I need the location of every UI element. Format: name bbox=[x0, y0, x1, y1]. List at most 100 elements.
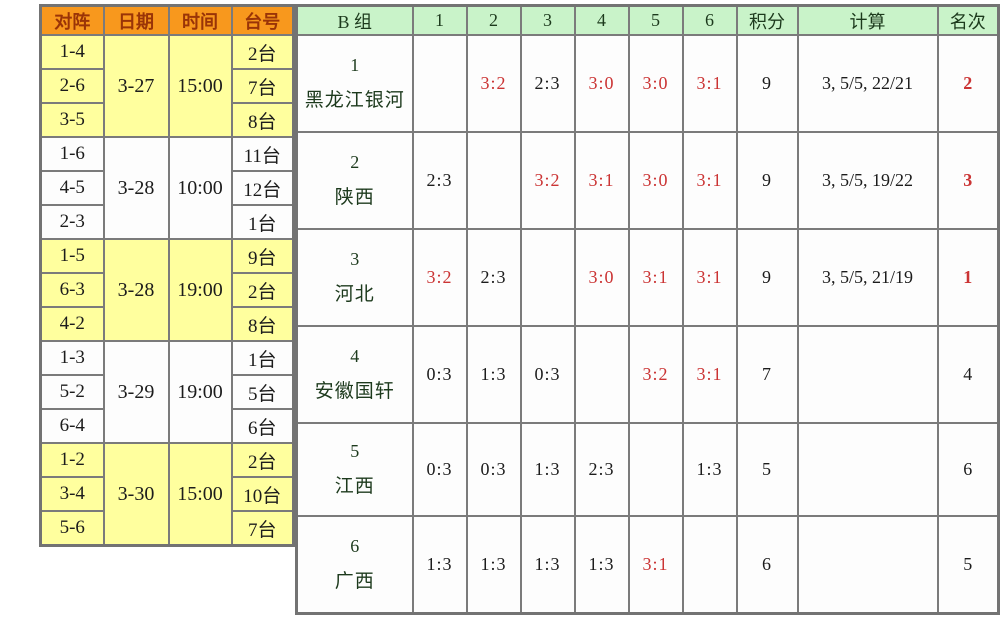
calc-cell: 3, 5/5, 22/21 bbox=[796, 34, 939, 133]
team-row: 4 安徽国轩 0:3 1:3 0:3 3:2 3:1 7 4 bbox=[295, 325, 1000, 424]
table-no-cell: 2台 bbox=[230, 442, 295, 478]
score-cell: 1:3 bbox=[465, 515, 522, 614]
rank-cell: 4 bbox=[936, 325, 1000, 424]
team-row: 2 陕西 2:3 3:2 3:1 3:0 3:1 9 3, 5/5, 19/22… bbox=[295, 131, 1000, 230]
opponent-col-header: 4 bbox=[573, 4, 630, 36]
group-name-header: B 组 bbox=[295, 4, 414, 36]
team-number: 2 bbox=[350, 152, 360, 172]
team-cell: 6 广西 bbox=[295, 515, 414, 614]
score-cell: 1:3 bbox=[465, 325, 522, 424]
table-no-cell: 8台 bbox=[230, 102, 295, 138]
team-row: 5 江西 0:3 0:3 1:3 2:3 1:3 5 6 bbox=[295, 422, 1000, 517]
table-no-cell: 9台 bbox=[230, 238, 295, 274]
schedule-row: 5-6 7台 bbox=[39, 510, 295, 547]
points-cell: 9 bbox=[735, 34, 799, 133]
results-header-row: B 组 1 2 3 4 5 6 积分 计算 名次 bbox=[295, 4, 1000, 36]
score-cell: 1:3 bbox=[411, 515, 468, 614]
team-number: 1 bbox=[350, 55, 360, 75]
score-cell: 3:0 bbox=[573, 34, 630, 133]
team-cell: 4 安徽国轩 bbox=[295, 325, 414, 424]
team-number: 6 bbox=[350, 535, 360, 556]
schedule-table: 对阵 日期 时间 台号 1-4 3-27 15:00 2台 2-6 7台 3-5… bbox=[39, 4, 295, 547]
score-cell: 1:3 bbox=[681, 422, 738, 517]
table-no-cell: 1台 bbox=[230, 204, 295, 240]
score-cell: 3:0 bbox=[627, 34, 684, 133]
rank-cell: 6 bbox=[936, 422, 1000, 517]
header-date: 日期 bbox=[102, 4, 170, 36]
score-cell: 0:3 bbox=[411, 422, 468, 517]
table-no-cell: 7台 bbox=[230, 510, 295, 547]
team-number: 4 bbox=[350, 346, 360, 366]
score-cell: 3:2 bbox=[627, 325, 684, 424]
calc-cell bbox=[796, 325, 939, 424]
team-name: 安徽国轩 bbox=[314, 381, 395, 402]
team-row: 6 广西 1:3 1:3 1:3 1:3 3:1 6 5 bbox=[295, 515, 1000, 614]
score-cell: 3:1 bbox=[627, 515, 684, 614]
points-cell: 5 bbox=[735, 422, 799, 517]
date-cell: 3-29 bbox=[102, 340, 170, 444]
table-no-cell: 8台 bbox=[230, 306, 295, 342]
matchup-cell: 6-3 bbox=[39, 272, 105, 308]
schedule-row: 1-5 3-28 19:00 9台 bbox=[39, 238, 295, 342]
matchup-cell: 5-2 bbox=[39, 374, 105, 410]
score-cell: 3:2 bbox=[411, 228, 468, 327]
score-cell: 1:3 bbox=[519, 515, 576, 614]
calc-header: 计算 bbox=[796, 4, 939, 36]
header-time: 时间 bbox=[167, 4, 233, 36]
rank-cell: 3 bbox=[936, 131, 1000, 230]
team-name: 黑龙江银河 bbox=[304, 90, 405, 111]
calc-cell bbox=[796, 422, 939, 517]
group-b-results-table: B 组 1 2 3 4 5 6 积分 计算 名次 1 黑龙江银河 3:2 2:3… bbox=[295, 4, 1000, 615]
table-no-cell: 6台 bbox=[230, 408, 295, 444]
schedule-row: 3-5 8台 bbox=[39, 102, 295, 138]
matchup-cell: 2-6 bbox=[39, 68, 105, 104]
opponent-col-header: 5 bbox=[627, 4, 684, 36]
score-cell: 0:3 bbox=[519, 325, 576, 424]
time-cell: 15:00 bbox=[167, 34, 233, 138]
opponent-col-header: 1 bbox=[411, 4, 468, 36]
team-name: 广西 bbox=[334, 570, 375, 592]
score-cell: 0:3 bbox=[411, 325, 468, 424]
score-cell: 2:3 bbox=[573, 422, 630, 517]
matchup-cell: 1-5 bbox=[39, 238, 105, 274]
rank-header: 名次 bbox=[936, 4, 1000, 36]
schedule-row: 1-2 3-30 15:00 2台 bbox=[39, 442, 295, 547]
schedule-row: 4-5 12台 bbox=[39, 170, 295, 206]
score-cell: 3:1 bbox=[627, 228, 684, 327]
date-cell: 3-27 bbox=[102, 34, 170, 138]
time-cell: 19:00 bbox=[167, 340, 233, 444]
matchup-cell: 1-4 bbox=[39, 34, 105, 70]
time-cell: 19:00 bbox=[167, 238, 233, 342]
matchup-cell: 4-2 bbox=[39, 306, 105, 342]
score-cell: 3:1 bbox=[681, 228, 738, 327]
schedule-row: 5-2 5台 bbox=[39, 374, 295, 410]
score-cell: 3:0 bbox=[627, 131, 684, 230]
header-table-no: 台号 bbox=[230, 4, 295, 36]
schedule-row: 1-3 3-29 19:00 1台 bbox=[39, 340, 295, 444]
schedule-row: 2-6 7台 bbox=[39, 68, 295, 104]
team-number: 3 bbox=[350, 249, 360, 269]
score-cell: 0:3 bbox=[465, 422, 522, 517]
score-cell: 2:3 bbox=[519, 34, 576, 133]
self-match-cell bbox=[627, 422, 684, 517]
opponent-col-header: 6 bbox=[681, 4, 738, 36]
team-name: 河北 bbox=[334, 284, 375, 305]
matchup-cell: 3-5 bbox=[39, 102, 105, 138]
team-name: 陕西 bbox=[334, 187, 375, 208]
matchup-cell: 4-5 bbox=[39, 170, 105, 206]
points-header: 积分 bbox=[735, 4, 799, 36]
table-no-cell: 2台 bbox=[230, 272, 295, 308]
calc-cell: 3, 5/5, 19/22 bbox=[796, 131, 939, 230]
table-no-cell: 11台 bbox=[230, 136, 295, 172]
header-matchup: 对阵 bbox=[39, 4, 105, 36]
matchup-cell: 1-2 bbox=[39, 442, 105, 478]
team-row: 3 河北 3:2 2:3 3:0 3:1 3:1 9 3, 5/5, 21/19… bbox=[295, 228, 1000, 327]
points-cell: 9 bbox=[735, 131, 799, 230]
schedule-row: 2-3 1台 bbox=[39, 204, 295, 240]
opponent-col-header: 3 bbox=[519, 4, 576, 36]
score-cell: 3:1 bbox=[681, 34, 738, 133]
date-cell: 3-30 bbox=[102, 442, 170, 547]
team-cell: 3 河北 bbox=[295, 228, 414, 327]
table-no-cell: 12台 bbox=[230, 170, 295, 206]
table-no-cell: 10台 bbox=[230, 476, 295, 512]
